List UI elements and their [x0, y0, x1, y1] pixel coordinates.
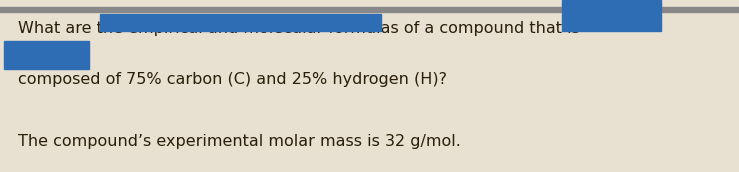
- Text: composed of 75% carbon (C) and 25% hydrogen (H)?: composed of 75% carbon (C) and 25% hydro…: [18, 72, 448, 87]
- Bar: [100, 14, 381, 31]
- Bar: [562, 0, 661, 31]
- Text: What are the empirical and molecular formulas of a compound that is: What are the empirical and molecular for…: [18, 21, 580, 36]
- Text: The compound’s experimental molar mass is 32 g/mol.: The compound’s experimental molar mass i…: [18, 134, 461, 149]
- Bar: [4, 41, 89, 69]
- Bar: [0, 7, 739, 12]
